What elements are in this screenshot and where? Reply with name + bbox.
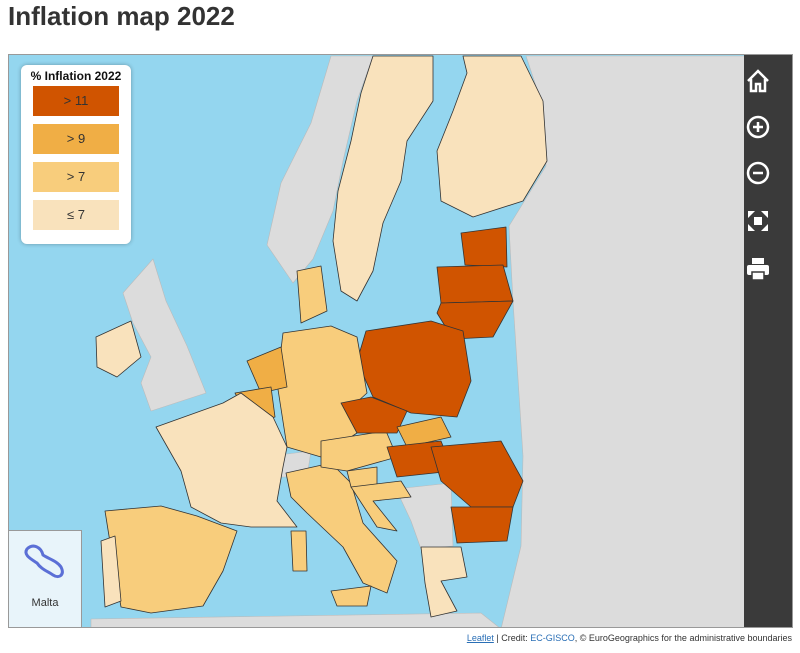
country-bulgaria[interactable]	[450, 506, 514, 544]
malta-outline	[24, 544, 64, 579]
legend-item: > 9	[33, 124, 119, 154]
country-finland[interactable]	[436, 55, 548, 218]
print-button[interactable]	[744, 255, 772, 283]
malta-inset[interactable]: Malta	[9, 530, 82, 627]
country-italy[interactable]	[285, 462, 398, 594]
legend-items: > 11 > 9 > 7 ≤ 7	[21, 86, 131, 230]
toolbar	[744, 55, 792, 627]
map-canvas	[9, 55, 792, 627]
country-slovenia[interactable]	[346, 466, 378, 488]
country-czechia[interactable]	[340, 396, 408, 434]
zoom-out-button[interactable]	[744, 159, 772, 187]
credit-suffix: , © EuroGeographics for the administrati…	[574, 633, 792, 643]
map[interactable]: % Inflation 2022 > 11 > 9 > 7 ≤ 7 Malta	[8, 54, 793, 628]
zoom-in-button[interactable]	[744, 113, 772, 141]
country-latvia[interactable]	[436, 264, 514, 304]
country-slovakia[interactable]	[396, 416, 452, 448]
country-denmark[interactable]	[296, 265, 328, 324]
leaflet-link[interactable]: Leaflet	[466, 633, 494, 643]
country-france[interactable]	[155, 392, 298, 528]
country-sweden[interactable]	[332, 55, 434, 302]
country-netherlands[interactable]	[246, 346, 288, 394]
legend-item: > 7	[33, 162, 119, 192]
legend-item: ≤ 7	[33, 200, 119, 230]
country-non-eu-africa	[90, 612, 499, 627]
legend-item: > 11	[33, 86, 119, 116]
home-button[interactable]	[744, 67, 772, 95]
legend: % Inflation 2022 > 11 > 9 > 7 ≤ 7	[21, 65, 131, 244]
country-sardinia[interactable]	[290, 530, 308, 572]
page-title: Inflation map 2022	[8, 1, 235, 31]
country-uk	[122, 258, 207, 412]
attribution: Leaflet | Credit: EC-GISCO, © EuroGeogra…	[467, 633, 792, 643]
country-norway	[266, 55, 374, 284]
country-sicily[interactable]	[330, 585, 372, 607]
country-portugal[interactable]	[100, 535, 122, 608]
inset-label: Malta	[31, 597, 59, 609]
source-link[interactable]: EC-GISCO	[530, 633, 575, 643]
country-estonia[interactable]	[460, 226, 508, 268]
fullscreen-button[interactable]	[744, 207, 772, 235]
country-greece[interactable]	[420, 546, 468, 618]
legend-title: % Inflation 2022	[30, 69, 122, 83]
credit-prefix: | Credit:	[496, 633, 531, 643]
country-ireland[interactable]	[95, 320, 142, 378]
malta-shape	[24, 544, 64, 579]
country-croatia[interactable]	[350, 480, 412, 532]
